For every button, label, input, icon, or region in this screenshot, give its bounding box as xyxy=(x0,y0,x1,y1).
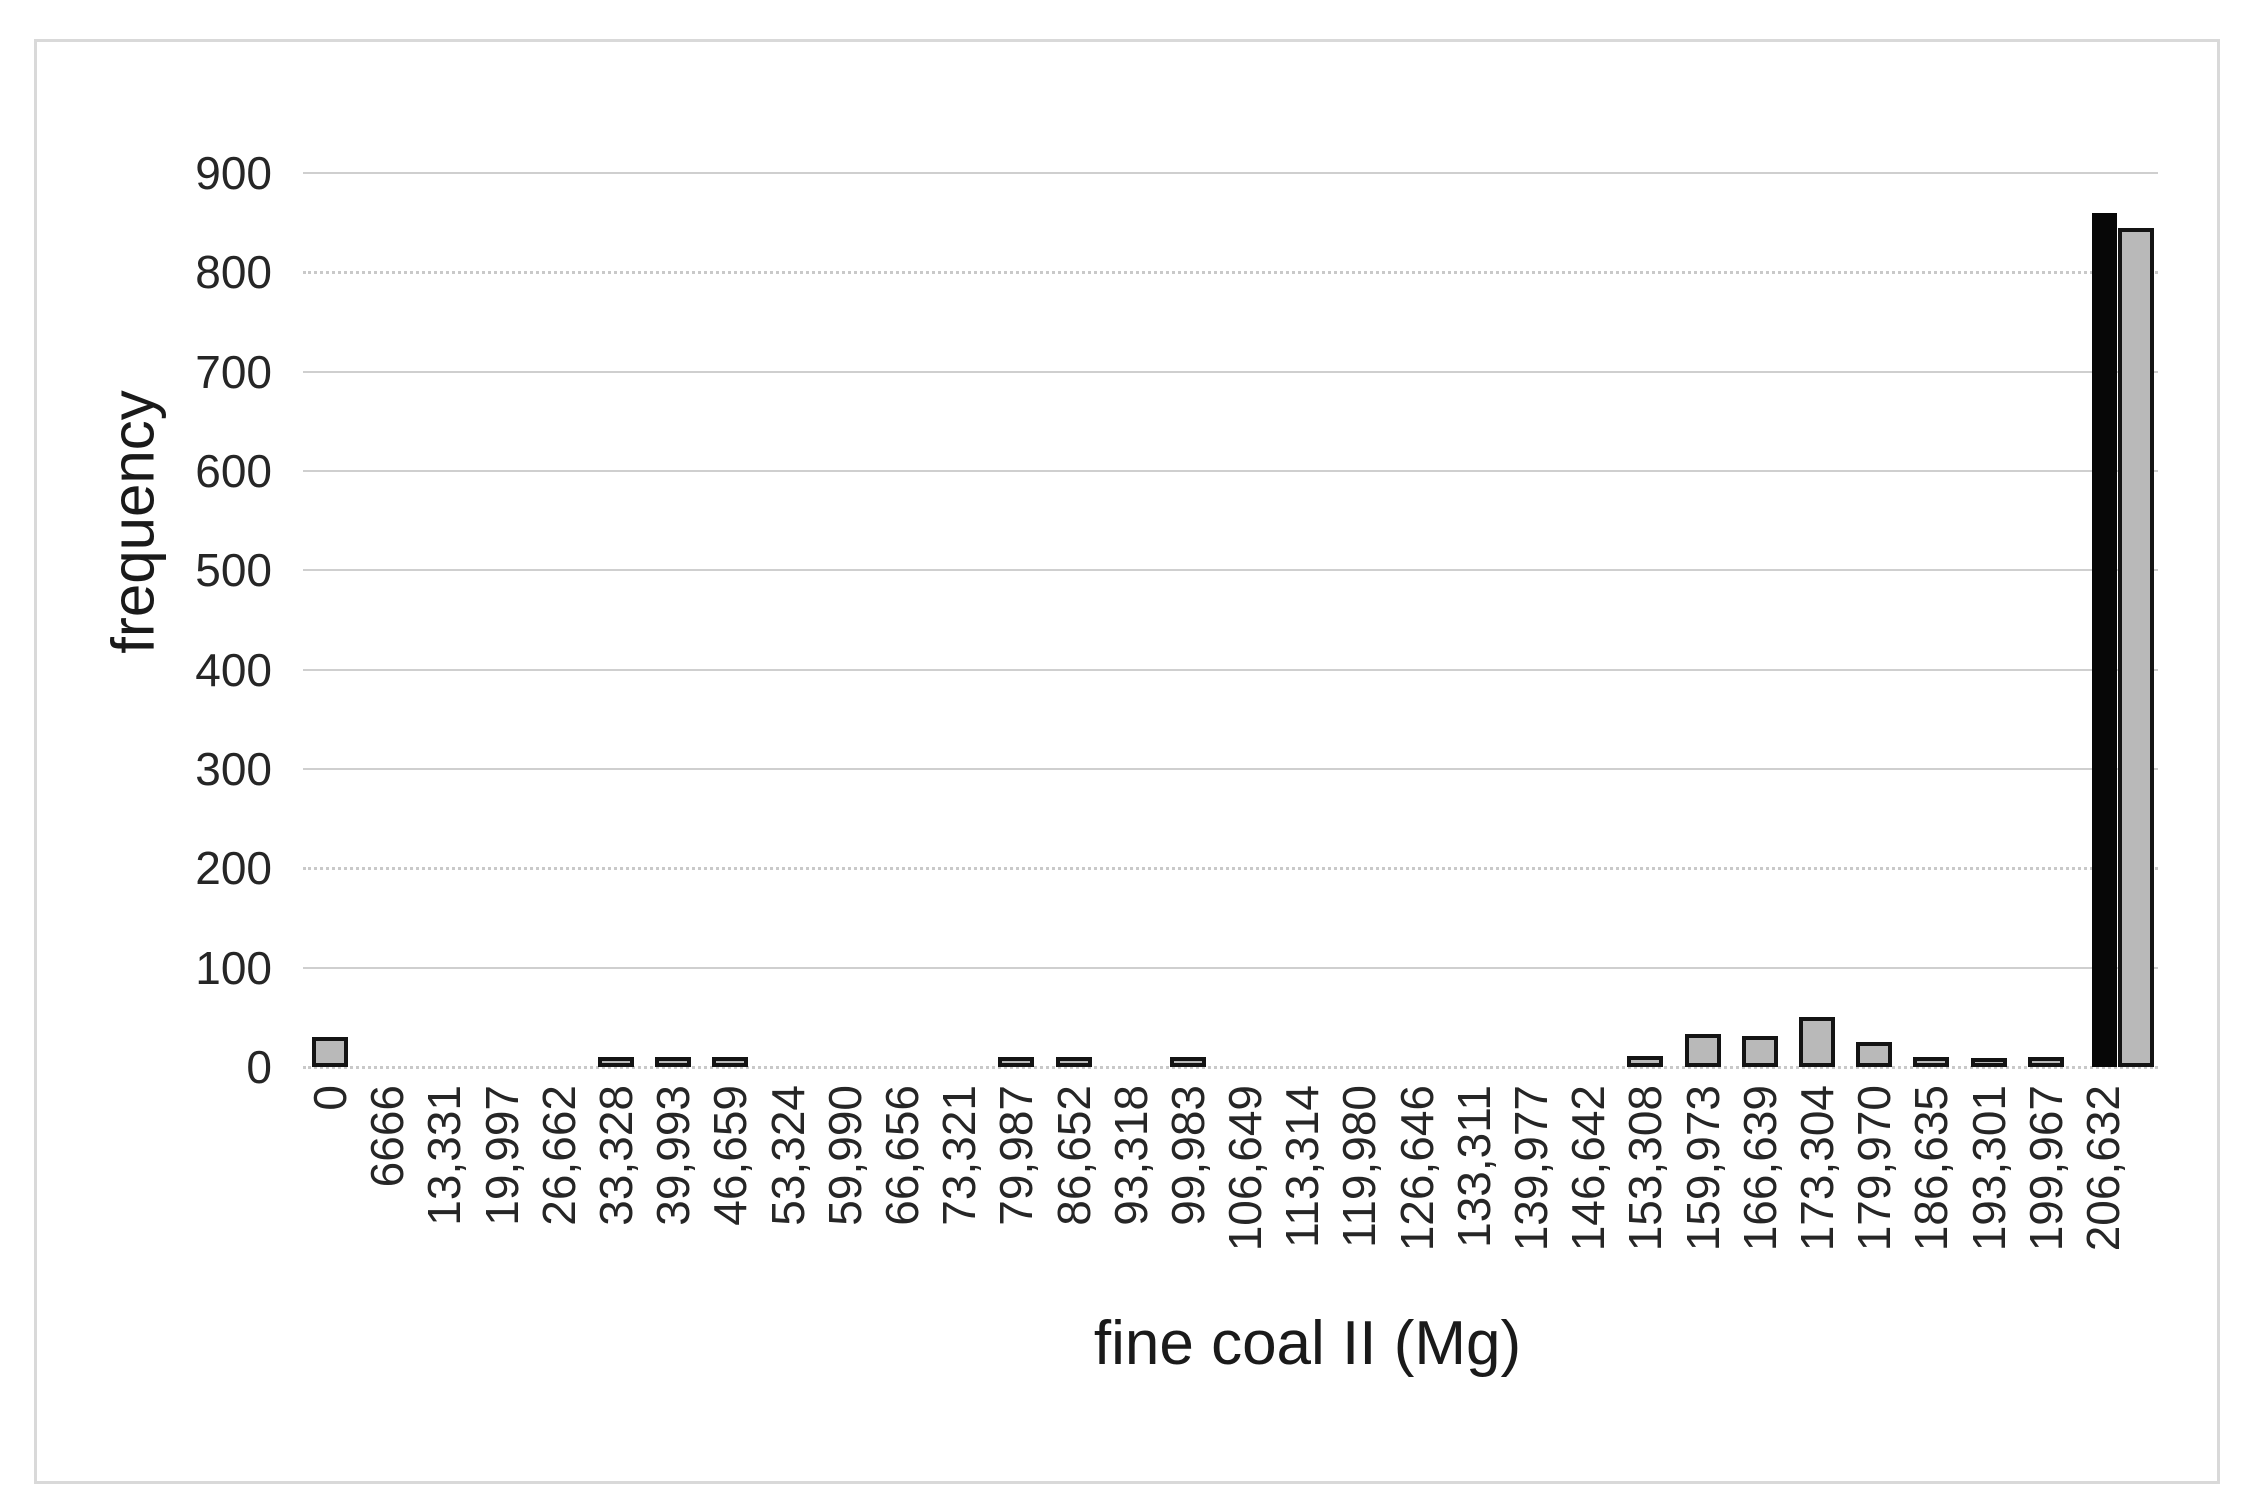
bar-179,970 xyxy=(1856,1042,1892,1067)
x-axis-tick-label: 133,311 xyxy=(1447,1085,1500,1248)
x-axis-tick-label: 146,642 xyxy=(1562,1085,1615,1252)
x-axis-tick-label: 26,662 xyxy=(532,1085,585,1226)
x-axis-tick-label: 99,983 xyxy=(1161,1085,1214,1226)
gridline-y-500 xyxy=(303,569,2158,572)
x-axis-tick-label: 113,314 xyxy=(1276,1085,1329,1248)
bar-0 xyxy=(312,1037,348,1067)
gridline-y-800 xyxy=(303,271,2158,275)
bar-173,304 xyxy=(1799,1017,1835,1067)
x-axis-tick-label: 73,321 xyxy=(933,1085,986,1226)
x-axis-tick-label: 0 xyxy=(304,1085,356,1111)
bar-overflow xyxy=(2118,228,2154,1067)
x-axis-tick-label: 66,656 xyxy=(875,1085,928,1226)
bar-166,639 xyxy=(1742,1036,1778,1067)
y-axis-tick-label: 300 xyxy=(195,743,272,795)
x-axis-tick-label: 119,980 xyxy=(1333,1085,1386,1248)
gridline-y-600 xyxy=(303,470,2158,472)
x-axis-tick-label: 186,635 xyxy=(1905,1085,1958,1252)
y-axis-tick-label: 900 xyxy=(195,147,272,199)
y-axis-tick-label: 600 xyxy=(195,445,272,497)
y-axis-title: frequency xyxy=(99,390,167,654)
bar-153,308 xyxy=(1627,1056,1663,1067)
bar-39,993 xyxy=(655,1057,691,1067)
x-axis-tick-label: 179,970 xyxy=(1848,1085,1901,1252)
y-axis-tick-label: 100 xyxy=(195,941,272,994)
x-axis-tick-label: 193,301 xyxy=(1962,1085,2015,1252)
bar-33,328 xyxy=(598,1057,634,1067)
x-axis-tick-label: 153,308 xyxy=(1619,1085,1672,1252)
gridline-y-100 xyxy=(303,966,2158,969)
x-axis-tick-label: 6666 xyxy=(361,1085,414,1188)
bar-99,983 xyxy=(1170,1057,1206,1067)
y-axis-tick-label: 400 xyxy=(195,643,272,696)
x-axis-tick-label: 33,328 xyxy=(589,1085,642,1226)
bar-86,652 xyxy=(1056,1057,1092,1067)
y-axis-tick-label: 700 xyxy=(195,345,272,398)
x-axis-tick-label: 199,967 xyxy=(2019,1085,2072,1252)
gridline-y-700 xyxy=(303,370,2158,373)
bar-199,967 xyxy=(2028,1057,2064,1067)
x-axis-tick-label: 159,973 xyxy=(1676,1085,1729,1252)
x-axis-tick-label: 79,987 xyxy=(990,1085,1043,1226)
y-axis-tick-label: 0 xyxy=(246,1041,272,1093)
gridline-y-200 xyxy=(303,867,2158,871)
x-axis-tick-label: 173,304 xyxy=(1791,1085,1844,1252)
bar-193,301 xyxy=(1971,1058,2007,1067)
gridline-y-300 xyxy=(303,768,2158,770)
x-axis-tick-label: 53,324 xyxy=(761,1085,814,1226)
gridline-y-900 xyxy=(303,172,2158,174)
x-axis-tick-label: 166,639 xyxy=(1733,1085,1786,1252)
x-axis-tick-label: 93,318 xyxy=(1104,1085,1157,1226)
x-axis-tick-label: 39,993 xyxy=(647,1085,700,1226)
x-axis-tick-label: 139,977 xyxy=(1505,1085,1558,1252)
x-axis-tick-label: 59,990 xyxy=(818,1085,871,1226)
gridline-y-400 xyxy=(303,668,2158,671)
x-axis-tick-label: 86,652 xyxy=(1047,1085,1100,1226)
bar-46,659 xyxy=(712,1057,748,1067)
x-axis-tick-label: 106,649 xyxy=(1219,1085,1272,1252)
x-axis-tick-label: 46,659 xyxy=(704,1085,757,1226)
x-axis-tick-label: 19,997 xyxy=(475,1085,528,1226)
x-axis-tick-label: 206,632 xyxy=(2077,1085,2129,1252)
x-axis-title: fine coal II (Mg) xyxy=(1093,1309,1522,1378)
gridline-y-0 xyxy=(303,1066,2158,1069)
chart-frame xyxy=(34,39,2220,1484)
bar-79,987 xyxy=(998,1057,1034,1067)
y-axis-tick-label: 500 xyxy=(195,544,272,597)
x-axis-tick-label: 13,331 xyxy=(418,1085,471,1226)
bar-186,635 xyxy=(1913,1057,1949,1067)
bar-206,632 xyxy=(2092,213,2117,1067)
y-axis-tick-label: 800 xyxy=(195,246,272,299)
bar-159,973 xyxy=(1685,1034,1721,1067)
y-axis-tick-label: 200 xyxy=(195,842,272,895)
x-axis-tick-label: 126,646 xyxy=(1390,1085,1443,1252)
